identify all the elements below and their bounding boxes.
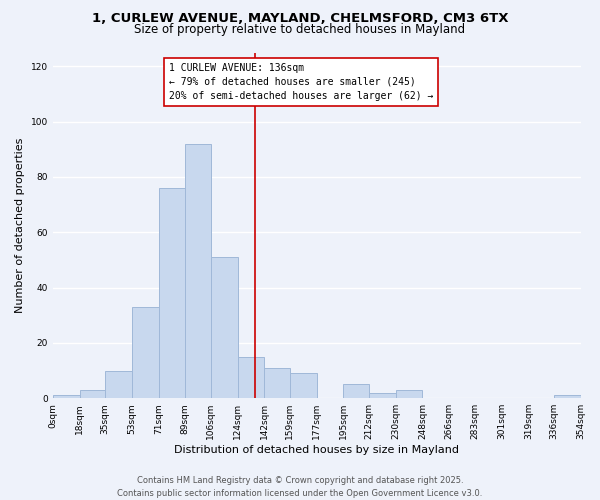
- Bar: [369, 392, 395, 398]
- Bar: [53, 396, 80, 398]
- Bar: [211, 257, 238, 398]
- Text: Size of property relative to detached houses in Mayland: Size of property relative to detached ho…: [134, 22, 466, 36]
- Text: 1 CURLEW AVENUE: 136sqm
← 79% of detached houses are smaller (245)
20% of semi-d: 1 CURLEW AVENUE: 136sqm ← 79% of detache…: [169, 63, 433, 101]
- Text: 1, CURLEW AVENUE, MAYLAND, CHELMSFORD, CM3 6TX: 1, CURLEW AVENUE, MAYLAND, CHELMSFORD, C…: [92, 12, 508, 26]
- Bar: [290, 374, 317, 398]
- Bar: [265, 368, 290, 398]
- Bar: [80, 390, 105, 398]
- X-axis label: Distribution of detached houses by size in Mayland: Distribution of detached houses by size …: [174, 445, 459, 455]
- Bar: [343, 384, 369, 398]
- Bar: [238, 356, 265, 398]
- Bar: [158, 188, 185, 398]
- Bar: [395, 390, 422, 398]
- Y-axis label: Number of detached properties: Number of detached properties: [15, 138, 25, 313]
- Bar: [105, 370, 131, 398]
- Bar: [185, 144, 211, 398]
- Bar: [131, 307, 158, 398]
- Bar: [554, 396, 581, 398]
- Text: Contains HM Land Registry data © Crown copyright and database right 2025.
Contai: Contains HM Land Registry data © Crown c…: [118, 476, 482, 498]
